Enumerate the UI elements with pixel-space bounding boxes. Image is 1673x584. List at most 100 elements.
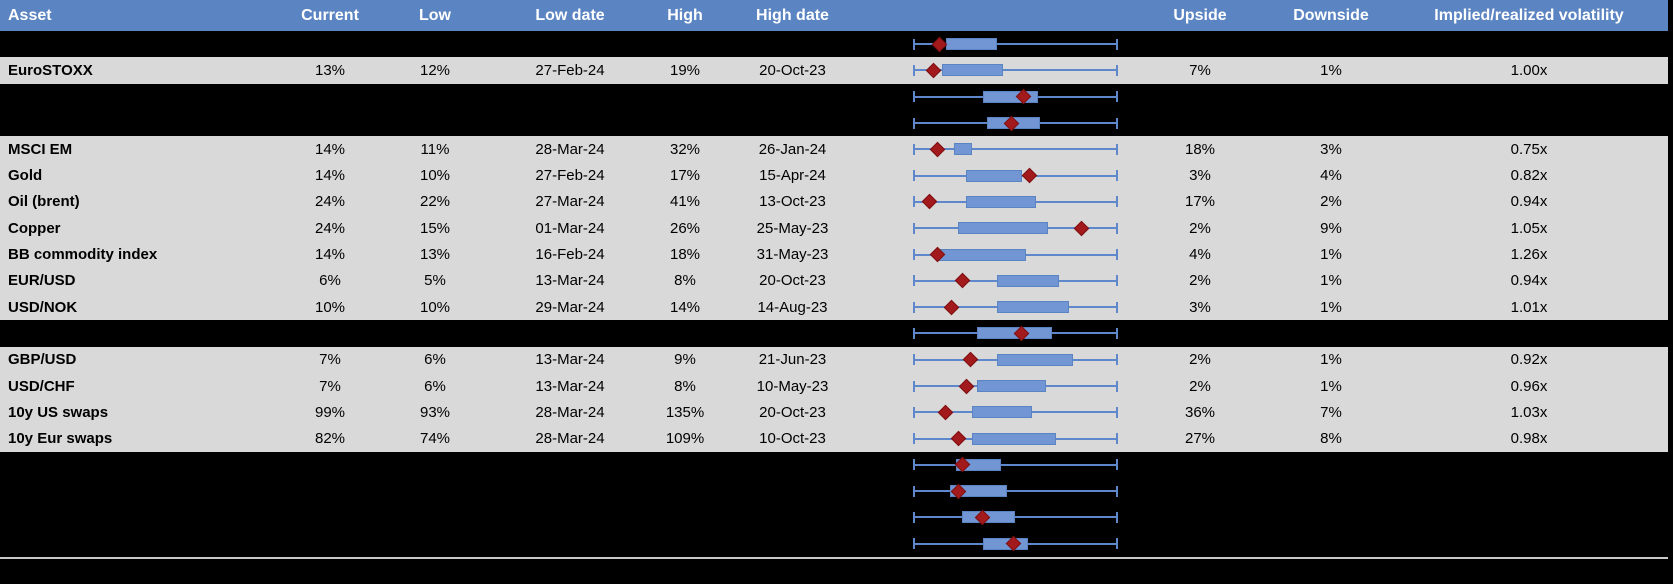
table-row: 10y Eur swaps 82% 74% 28-Mar-24 109% 10-… (0, 425, 1668, 452)
boxplot (913, 294, 1118, 320)
boxplot-marker-diamond (944, 299, 960, 315)
boxplot-cell (860, 31, 1128, 57)
boxplot-whisker-max-tick (1116, 117, 1118, 129)
high-date-cell: 10-Oct-23 (759, 430, 826, 448)
boxplot (913, 57, 1118, 83)
table-row: Gold 14% 10% 27-Feb-24 17% 15-Apr-24 3% … (0, 162, 1668, 189)
low-cell: 11% (420, 140, 450, 158)
high-cell: 8% (674, 272, 696, 290)
low-date-cell: 28-Mar-24 (535, 403, 605, 421)
asset-cell: Oil (brent) (8, 193, 80, 211)
high-date-cell: 13-Oct-23 (759, 193, 826, 211)
downside-cell: 1% (1320, 351, 1342, 369)
upside-cell: 2% (1189, 351, 1211, 369)
high-cell: 26% (669, 219, 701, 237)
boxplot-whisker-min-tick (913, 433, 915, 445)
upside-cell: 27% (1184, 430, 1216, 448)
high-date-cell: 15-Apr-24 (759, 167, 826, 185)
downside-cell: 1% (1320, 61, 1342, 79)
boxplot-box (945, 38, 998, 51)
low-date-cell: 27-Feb-24 (535, 167, 605, 185)
boxplot-whisker-min-tick (913, 117, 915, 129)
high-date-cell: 14-Aug-23 (757, 298, 828, 316)
boxplot-cell (860, 347, 1128, 373)
implied-realized-cell: 1.03x (1510, 403, 1548, 421)
low-cell: 5% (424, 272, 446, 290)
boxplot-box (966, 195, 1036, 208)
boxplot-whisker-max-tick (1116, 406, 1118, 418)
boxplot-cell (860, 215, 1128, 241)
boxplot-box (954, 143, 973, 156)
boxplot-whisker-min-tick (913, 354, 915, 366)
asset-cell: MSCI EM (8, 140, 73, 158)
boxplot-cell (860, 294, 1128, 320)
high-cell: 18% (669, 246, 701, 264)
boxplot (913, 320, 1118, 346)
boxplot-cell (860, 189, 1128, 215)
boxplot (913, 478, 1118, 504)
downside-cell: 1% (1320, 298, 1342, 316)
boxplot-whisker-min-tick (913, 196, 915, 208)
boxplot-whisker-max-tick (1116, 301, 1118, 313)
boxplot-whisker-min-tick (913, 538, 915, 550)
boxplot-whisker-min-tick (913, 143, 915, 155)
column-header-downside: Downside (1293, 6, 1369, 24)
low-cell: 12% (419, 61, 451, 79)
table-row: USD/CHF 7% 6% 13-Mar-24 8% 10-May-23 2% … (0, 372, 1668, 400)
bottom-divider-line (0, 556, 1668, 559)
boxplot (913, 84, 1118, 110)
boxplot (913, 110, 1118, 136)
boxplot-cell (860, 478, 1128, 504)
low-date-cell: 13-Mar-24 (535, 351, 605, 369)
current-cell: 13% (314, 61, 346, 79)
low-cell: 10% (419, 167, 451, 185)
table-row: USD/NOK 10% 10% 29-Mar-24 14% 14-Aug-23 … (0, 293, 1668, 321)
upside-cell: 2% (1189, 377, 1211, 395)
boxplot-marker-diamond (938, 404, 954, 421)
implied-realized-cell: 0.94x (1510, 193, 1548, 211)
asset-cell: EUR/USD (8, 272, 76, 290)
boxplot-cell (860, 57, 1128, 83)
current-cell: 14% (314, 140, 346, 158)
boxplot-whisker-min-tick (913, 406, 915, 418)
boxplot-whisker-min-tick (913, 511, 915, 523)
boxplot-whisker-max-tick (1116, 511, 1118, 523)
low-date-cell: 29-Mar-24 (535, 298, 605, 316)
table-row-redacted (0, 504, 1668, 531)
high-date-cell: 21-Jun-23 (758, 351, 827, 369)
boxplot-box (958, 222, 1049, 235)
boxplot-box (937, 248, 1026, 261)
asset-cell: Copper (8, 219, 61, 237)
boxplot-cell (860, 320, 1128, 346)
boxplot (913, 241, 1118, 267)
downside-cell: 7% (1320, 403, 1342, 421)
implied-realized-cell: 1.05x (1510, 219, 1548, 237)
upside-cell: 2% (1189, 219, 1211, 237)
asset-cell: 10y Eur swaps (8, 430, 113, 448)
boxplot-box (976, 380, 1047, 392)
low-date-cell: 28-Mar-24 (535, 140, 605, 158)
boxplot-box (972, 432, 1057, 445)
column-header-low: Low (419, 6, 451, 24)
boxplot-cell (860, 399, 1128, 425)
boxplot-whisker-line (913, 490, 1118, 493)
boxplot-whisker-max-tick (1116, 538, 1118, 550)
upside-cell: 4% (1189, 246, 1211, 264)
boxplot-cell (860, 136, 1128, 162)
boxplot-whisker-min-tick (913, 222, 915, 234)
implied-realized-cell: 0.82x (1510, 167, 1548, 185)
boxplot-whisker-min-tick (913, 459, 915, 471)
current-cell: 24% (314, 193, 346, 211)
implied-realized-cell: 1.26x (1510, 246, 1548, 264)
upside-cell: 7% (1189, 61, 1211, 79)
boxplot (913, 268, 1118, 294)
upside-cell: 36% (1184, 403, 1216, 421)
boxplot (913, 215, 1118, 241)
boxplot-whisker-min-tick (913, 249, 915, 261)
implied-realized-cell: 0.92x (1510, 351, 1548, 369)
boxplot-marker-diamond (1022, 167, 1038, 184)
boxplot-whisker-line (913, 148, 1118, 151)
boxplot (913, 531, 1118, 557)
boxplot-whisker-min-tick (913, 38, 915, 50)
low-cell: 6% (424, 377, 446, 395)
